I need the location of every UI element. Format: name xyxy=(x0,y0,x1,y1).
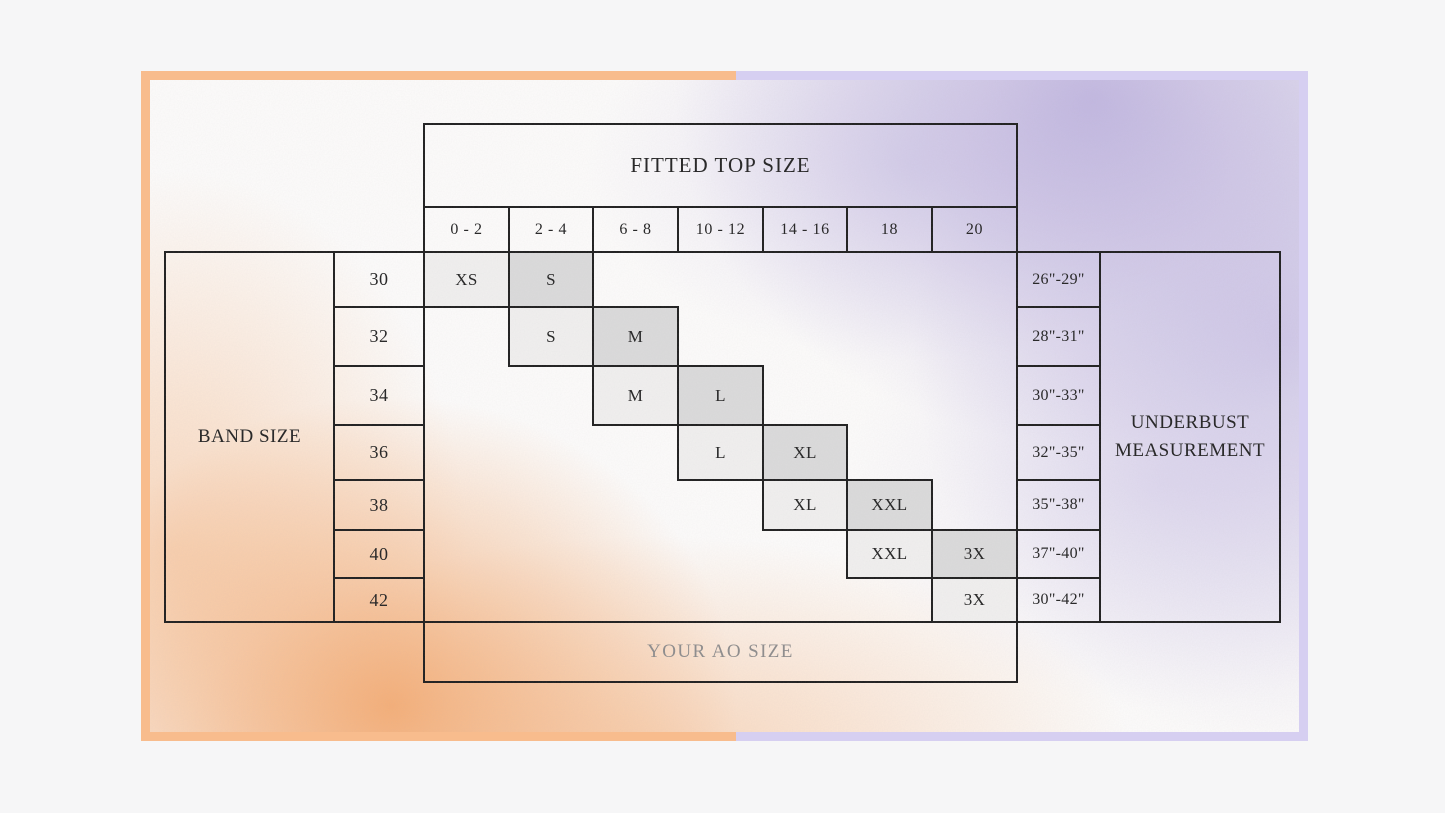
band-size-38: 38 xyxy=(333,479,425,531)
size-cell-30-XS: XS xyxy=(423,251,510,308)
band-size-36: 36 xyxy=(333,424,425,481)
size-cell-34-M: M xyxy=(592,365,679,426)
underbust-value-row-40: 37"-40" xyxy=(1016,529,1101,579)
underbust-header-cell: UNDERBUST MEASUREMENT xyxy=(1099,251,1281,623)
band-size-34: 34 xyxy=(333,365,425,426)
band-size-30: 30 xyxy=(333,251,425,308)
size-cell-38-XL: XL xyxy=(762,479,848,531)
size-cell-36-XL: XL xyxy=(762,424,848,481)
fitted-top-size-header-cell: FITTED TOP SIZE xyxy=(423,123,1018,208)
size-cell-42-3X: 3X xyxy=(931,577,1018,623)
size-cell-32-M: M xyxy=(592,306,679,367)
size-cell-34-L: L xyxy=(677,365,764,426)
band-size-header-cell: BAND SIZE xyxy=(164,251,335,623)
column-header-10-12: 10 - 12 xyxy=(677,206,764,253)
band-size-42: 42 xyxy=(333,577,425,623)
band-size-32: 32 xyxy=(333,306,425,367)
size-cell-40-XXL: XXL xyxy=(846,529,933,579)
size-cell-38-XXL: XXL xyxy=(846,479,933,531)
column-header-6-8: 6 - 8 xyxy=(592,206,679,253)
your-ao-size-cell: YOUR AO SIZE xyxy=(423,621,1018,683)
size-cell-30-S: S xyxy=(508,251,594,308)
column-header-18: 18 xyxy=(846,206,933,253)
underbust-value-row-38: 35"-38" xyxy=(1016,479,1101,531)
underbust-value-row-32: 28"-31" xyxy=(1016,306,1101,367)
band-size-label: BAND SIZE xyxy=(197,426,302,447)
your-ao-size-label: YOUR AO SIZE xyxy=(647,641,794,662)
size-cell-36-L: L xyxy=(677,424,764,481)
underbust-value-row-42: 30"-42" xyxy=(1016,577,1101,623)
column-header-20: 20 xyxy=(931,206,1018,253)
underbust-value-row-36: 32"-35" xyxy=(1016,424,1101,481)
column-header-0-2: 0 - 2 xyxy=(423,206,510,253)
band-size-40: 40 xyxy=(333,529,425,579)
underbust-measurement-label: UNDERBUST MEASUREMENT xyxy=(1114,412,1266,461)
column-header-2-4: 2 - 4 xyxy=(508,206,594,253)
underbust-value-row-34: 30"-33" xyxy=(1016,365,1101,426)
size-cell-40-3X: 3X xyxy=(931,529,1018,579)
column-header-14-16: 14 - 16 xyxy=(762,206,848,253)
size-cell-32-S: S xyxy=(508,306,594,367)
underbust-value-row-30: 26"-29" xyxy=(1016,251,1101,308)
fitted-top-size-title: FITTED TOP SIZE xyxy=(630,153,811,177)
